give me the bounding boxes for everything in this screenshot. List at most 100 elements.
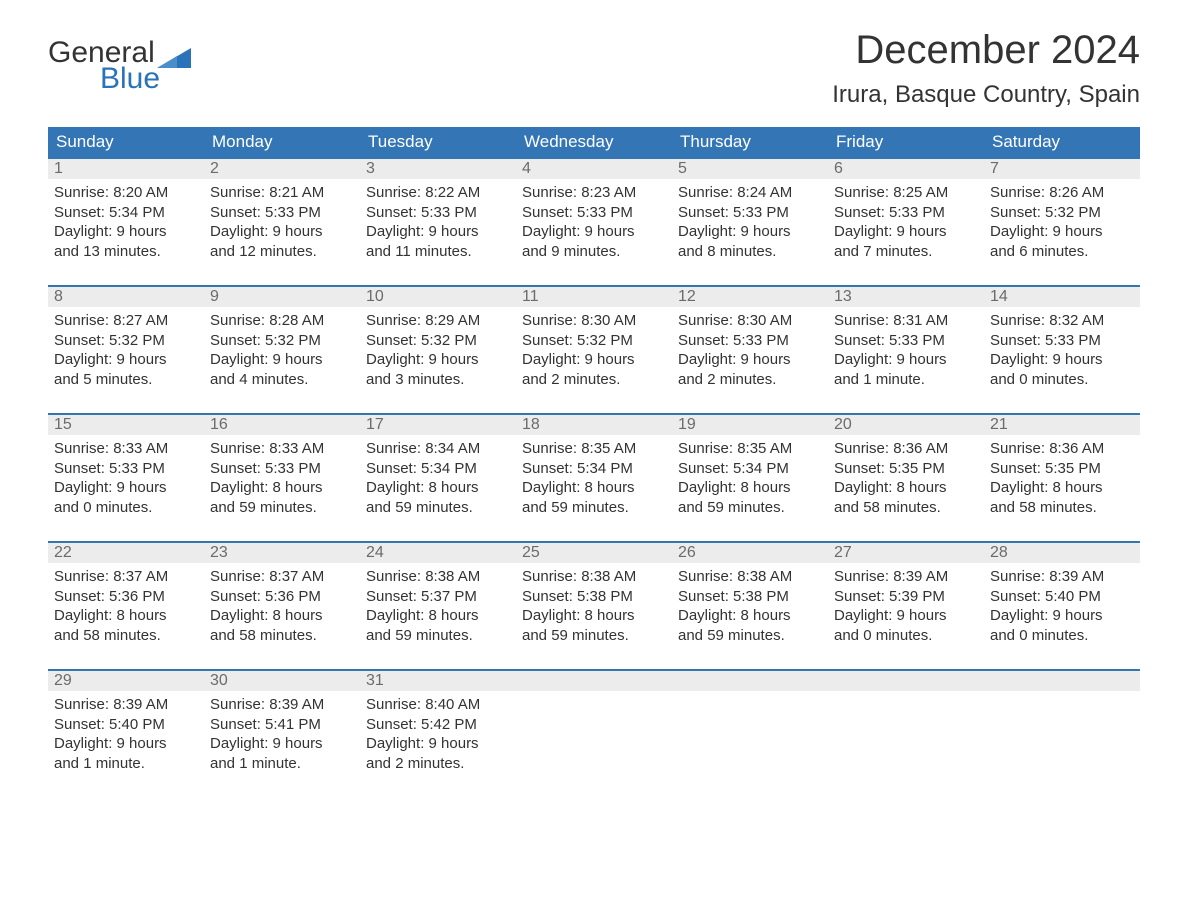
day-daylight1: Daylight: 9 hours	[366, 222, 510, 242]
day-daylight2: and 58 minutes.	[990, 498, 1134, 518]
day-sunset: Sunset: 5:35 PM	[834, 459, 978, 479]
day-daylight2: and 1 minute.	[834, 370, 978, 390]
day-sunrise: Sunrise: 8:36 AM	[990, 439, 1134, 459]
day-sunrise: Sunrise: 8:36 AM	[834, 439, 978, 459]
day-details: Sunrise: 8:35 AMSunset: 5:34 PMDaylight:…	[672, 435, 828, 517]
day-daylight2: and 4 minutes.	[210, 370, 354, 390]
calendar-day-cell: 10 Sunrise: 8:29 AMSunset: 5:32 PMDayligh…	[360, 285, 516, 413]
day-details: Sunrise: 8:39 AMSunset: 5:41 PMDaylight:…	[204, 691, 360, 773]
day-sunset: Sunset: 5:42 PM	[366, 715, 510, 735]
day-number: 30	[204, 669, 360, 691]
day-daylight2: and 2 minutes.	[522, 370, 666, 390]
day-daylight2: and 59 minutes.	[678, 626, 822, 646]
day-daylight1: Daylight: 9 hours	[54, 478, 198, 498]
day-daylight1: Daylight: 9 hours	[366, 350, 510, 370]
calendar-day-cell	[984, 669, 1140, 797]
day-number: 16	[204, 413, 360, 435]
day-daylight1: Daylight: 8 hours	[834, 478, 978, 498]
day-number: 18	[516, 413, 672, 435]
day-details: Sunrise: 8:27 AMSunset: 5:32 PMDaylight:…	[48, 307, 204, 389]
day-sunset: Sunset: 5:36 PM	[210, 587, 354, 607]
day-sunset: Sunset: 5:34 PM	[366, 459, 510, 479]
calendar-header-row: SundayMondayTuesdayWednesdayThursdayFrid…	[48, 127, 1140, 157]
day-daylight1: Daylight: 8 hours	[678, 606, 822, 626]
day-details: Sunrise: 8:25 AMSunset: 5:33 PMDaylight:…	[828, 179, 984, 261]
day-daylight2: and 12 minutes.	[210, 242, 354, 262]
day-details: Sunrise: 8:33 AMSunset: 5:33 PMDaylight:…	[204, 435, 360, 517]
day-number: 10	[360, 285, 516, 307]
day-details: Sunrise: 8:21 AMSunset: 5:33 PMDaylight:…	[204, 179, 360, 261]
calendar-day-cell: 1Sunrise: 8:20 AMSunset: 5:34 PMDaylight…	[48, 157, 204, 285]
day-number: 3	[360, 157, 516, 179]
calendar-day-cell: 16Sunrise: 8:33 AMSunset: 5:33 PMDayligh…	[204, 413, 360, 541]
day-sunset: Sunset: 5:32 PM	[366, 331, 510, 351]
day-details: Sunrise: 8:33 AMSunset: 5:33 PMDaylight:…	[48, 435, 204, 517]
calendar-day-cell	[672, 669, 828, 797]
calendar-day-cell: 2Sunrise: 8:21 AMSunset: 5:33 PMDaylight…	[204, 157, 360, 285]
logo-text-2: Blue	[48, 64, 191, 94]
day-number: 13	[828, 285, 984, 307]
calendar-day-cell: 29Sunrise: 8:39 AMSunset: 5:40 PMDayligh…	[48, 669, 204, 797]
weekday-header: Saturday	[984, 127, 1140, 157]
day-sunrise: Sunrise: 8:39 AM	[210, 695, 354, 715]
calendar-day-cell: 7Sunrise: 8:26 AMSunset: 5:32 PMDaylight…	[984, 157, 1140, 285]
day-daylight1: Daylight: 9 hours	[834, 350, 978, 370]
day-daylight1: Daylight: 8 hours	[678, 478, 822, 498]
day-details: Sunrise: 8:38 AMSunset: 5:37 PMDaylight:…	[360, 563, 516, 645]
day-daylight2: and 9 minutes.	[522, 242, 666, 262]
day-sunrise: Sunrise: 8:31 AM	[834, 311, 978, 331]
day-daylight1: Daylight: 8 hours	[366, 606, 510, 626]
day-details: Sunrise: 8:36 AMSunset: 5:35 PMDaylight:…	[828, 435, 984, 517]
day-sunset: Sunset: 5:33 PM	[678, 331, 822, 351]
day-sunset: Sunset: 5:33 PM	[522, 203, 666, 223]
calendar-day-cell: 21Sunrise: 8:36 AMSunset: 5:35 PMDayligh…	[984, 413, 1140, 541]
calendar-day-cell	[516, 669, 672, 797]
calendar-day-cell: 27Sunrise: 8:39 AMSunset: 5:39 PMDayligh…	[828, 541, 984, 669]
weekday-header: Tuesday	[360, 127, 516, 157]
calendar-week-row: 8Sunrise: 8:27 AMSunset: 5:32 PMDaylight…	[48, 285, 1140, 413]
day-details: Sunrise: 8:37 AMSunset: 5:36 PMDaylight:…	[48, 563, 204, 645]
daynum-bar-empty	[828, 669, 984, 691]
day-number: 14	[984, 285, 1140, 307]
day-sunset: Sunset: 5:40 PM	[990, 587, 1134, 607]
day-daylight2: and 13 minutes.	[54, 242, 198, 262]
day-number: 20	[828, 413, 984, 435]
day-daylight2: and 59 minutes.	[522, 626, 666, 646]
day-sunrise: Sunrise: 8:38 AM	[366, 567, 510, 587]
calendar-day-cell: 28Sunrise: 8:39 AMSunset: 5:40 PMDayligh…	[984, 541, 1140, 669]
day-daylight1: Daylight: 9 hours	[366, 734, 510, 754]
day-number: 22	[48, 541, 204, 563]
day-sunrise: Sunrise: 8:37 AM	[210, 567, 354, 587]
day-sunset: Sunset: 5:33 PM	[678, 203, 822, 223]
day-sunrise: Sunrise: 8:35 AM	[522, 439, 666, 459]
day-sunrise: Sunrise: 8:29 AM	[366, 311, 510, 331]
day-details: Sunrise: 8:26 AMSunset: 5:32 PMDaylight:…	[984, 179, 1140, 261]
day-details: Sunrise: 8:36 AMSunset: 5:35 PMDaylight:…	[984, 435, 1140, 517]
page-header: General Blue December 2024 Irura, Basque…	[48, 28, 1140, 109]
day-daylight2: and 1 minute.	[54, 754, 198, 774]
day-daylight1: Daylight: 9 hours	[990, 350, 1134, 370]
day-sunrise: Sunrise: 8:32 AM	[990, 311, 1134, 331]
day-sunset: Sunset: 5:33 PM	[366, 203, 510, 223]
day-daylight2: and 59 minutes.	[678, 498, 822, 518]
calendar-day-cell: 30Sunrise: 8:39 AMSunset: 5:41 PMDayligh…	[204, 669, 360, 797]
day-daylight1: Daylight: 8 hours	[54, 606, 198, 626]
day-sunset: Sunset: 5:34 PM	[54, 203, 198, 223]
day-details: Sunrise: 8:31 AMSunset: 5:33 PMDaylight:…	[828, 307, 984, 389]
calendar-day-cell: 11Sunrise: 8:30 AMSunset: 5:32 PMDayligh…	[516, 285, 672, 413]
day-sunrise: Sunrise: 8:39 AM	[54, 695, 198, 715]
day-number: 23	[204, 541, 360, 563]
day-number: 27	[828, 541, 984, 563]
day-daylight2: and 58 minutes.	[210, 626, 354, 646]
day-daylight2: and 11 minutes.	[366, 242, 510, 262]
day-details: Sunrise: 8:35 AMSunset: 5:34 PMDaylight:…	[516, 435, 672, 517]
day-daylight2: and 7 minutes.	[834, 242, 978, 262]
day-details: Sunrise: 8:39 AMSunset: 5:40 PMDaylight:…	[984, 563, 1140, 645]
day-daylight2: and 59 minutes.	[210, 498, 354, 518]
weekday-header: Sunday	[48, 127, 204, 157]
day-daylight1: Daylight: 9 hours	[54, 734, 198, 754]
day-details: Sunrise: 8:40 AMSunset: 5:42 PMDaylight:…	[360, 691, 516, 773]
day-number: 21	[984, 413, 1140, 435]
day-sunset: Sunset: 5:32 PM	[54, 331, 198, 351]
day-number: 5	[672, 157, 828, 179]
